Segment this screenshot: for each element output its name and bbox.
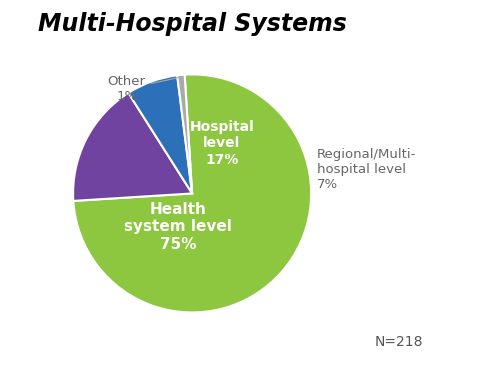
Text: Hospital
level
17%: Hospital level 17% (190, 120, 254, 167)
Wedge shape (73, 93, 192, 201)
Text: Other
1%: Other 1% (108, 75, 180, 103)
Text: Regional/Multi-
hospital level
7%: Regional/Multi- hospital level 7% (317, 148, 417, 191)
Wedge shape (177, 75, 192, 193)
Wedge shape (73, 74, 311, 312)
Text: Health
system level
75%: Health system level 75% (124, 202, 232, 252)
Wedge shape (128, 76, 192, 193)
Title: Multi-Hospital Systems: Multi-Hospital Systems (38, 12, 346, 36)
Text: N=218: N=218 (375, 335, 424, 349)
